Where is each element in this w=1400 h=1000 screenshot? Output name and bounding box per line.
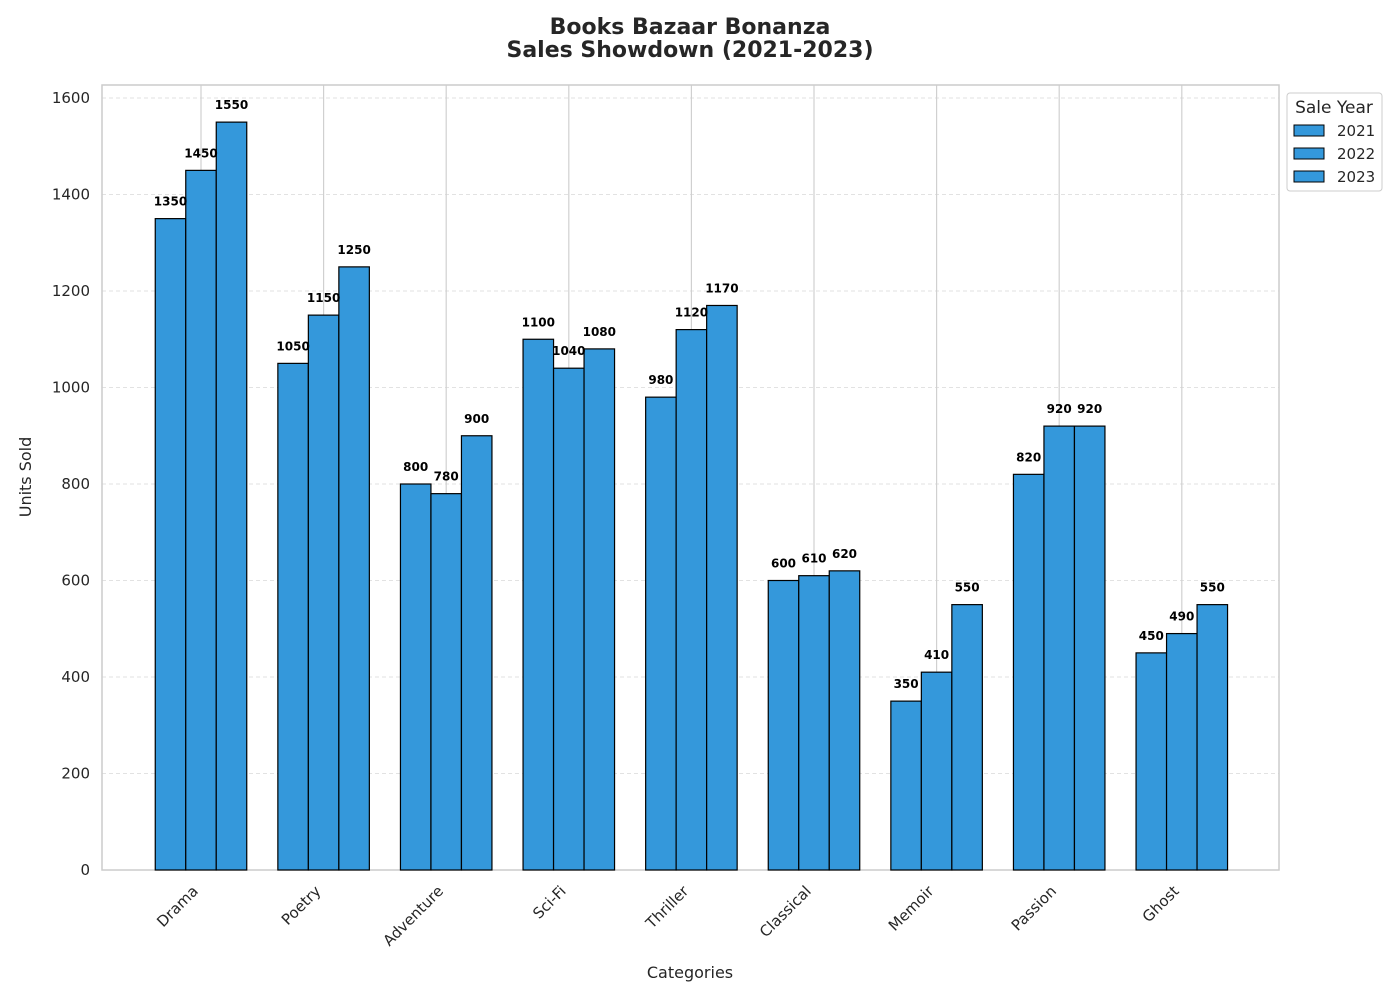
bar-value-label: 1550 [215,98,248,112]
legend-item-label: 2023 [1337,168,1375,186]
bar [399,483,432,871]
bar-value-label: 780 [434,470,459,484]
bar-value-label: 410 [924,648,949,662]
bar [1043,425,1076,871]
x-axis-label: Categories [647,963,733,982]
y-tick-label: 1200 [52,282,90,300]
y-tick-label: 200 [61,765,90,783]
x-tick-label: Classical [756,882,815,941]
bar-value-label: 350 [894,677,919,691]
bar-value-label: 1100 [522,315,555,329]
bar [430,493,463,871]
bar-value-label: 820 [1016,450,1041,464]
x-tick-label: Passion [1008,882,1060,934]
chart-title-line2: Sales Showdown (2021-2023) [506,38,873,63]
bar-value-label: 980 [648,373,673,387]
bar [675,329,708,871]
bar [645,396,677,871]
bar [522,338,555,871]
bar-value-label: 1250 [337,243,370,257]
bar [1012,473,1045,871]
bars [154,121,1229,871]
legend-swatch [1293,147,1325,160]
y-tick-label: 0 [80,861,90,879]
legend-frame [1286,92,1383,192]
bar [798,575,830,871]
y-tick-label: 1400 [52,186,90,204]
bar-value-label: 1120 [675,306,708,320]
bar-value-label: 1450 [184,146,217,160]
bar-value-label: 920 [1077,402,1102,416]
bar [460,435,493,871]
bar-value-label: 1350 [154,195,187,209]
bar-value-label: 1150 [307,291,340,305]
bar [920,671,953,871]
bar [1073,425,1106,871]
bar-value-label: 610 [801,552,826,566]
bar-value-label: 1170 [705,281,738,295]
bar-value-label: 450 [1139,629,1164,643]
bar [277,362,309,871]
x-tick-label: Thriller [642,882,693,933]
bar-value-label: 490 [1169,610,1194,624]
legend-item-label: 2022 [1337,145,1375,163]
bar [307,314,340,871]
bar [890,700,922,871]
x-tick-label: Sci-Fi [529,882,569,922]
bar-value-label: 1040 [552,344,585,358]
x-tick-label: Drama [153,882,202,931]
bar-value-label: 920 [1047,402,1072,416]
bar [583,348,616,871]
data-labels: 1350 1450 1550 1050 1150 1250 800 780 900 1100 104… [154,98,1225,691]
x-tick-label: Memoir [885,882,938,935]
legend-item-label: 2021 [1337,122,1375,140]
y-tick-label: 1600 [52,89,90,107]
bar-value-label: 800 [403,460,428,474]
bar [1165,632,1198,871]
legend: Sale Year 2021 2022 2023 [1286,92,1383,192]
y-tick-label: 600 [61,572,90,590]
bar [154,218,187,871]
legend-title: Sale Year [1295,98,1373,118]
bar [828,570,861,871]
bar [951,604,983,871]
bar [215,121,248,871]
x-tick-label: Ghost [1139,882,1183,926]
bar [338,266,370,871]
legend-swatch [1293,124,1325,137]
bar [1196,604,1229,871]
bar-value-label: 600 [771,557,796,571]
x-tick-label: Poetry [278,882,325,929]
bar [185,169,217,871]
y-axis-label: Units Sold [16,437,35,518]
y-axis-ticks: 0 200 400 600 800 1000 1200 1400 1600 [52,89,90,879]
x-axis-ticks: Drama Poetry Adventure Sci-Fi Thriller Classi… [153,882,1182,950]
bar-value-label: 550 [955,581,980,595]
y-tick-label: 400 [61,668,90,686]
y-tick-label: 800 [61,475,90,493]
bar-value-label: 620 [832,547,857,561]
chart-title-line1: Books Bazaar Bonanza [550,15,831,40]
bar [767,579,800,871]
bar-value-label: 1080 [583,325,616,339]
bar-value-label: 1050 [276,339,309,353]
legend-swatch [1293,170,1325,183]
bar-value-label: 550 [1200,581,1225,595]
bar [552,367,585,871]
bar [1135,652,1168,871]
bar-value-label: 900 [464,412,489,426]
x-tick-label: Adventure [379,882,447,950]
y-tick-label: 1000 [52,379,90,397]
bar [706,304,738,871]
